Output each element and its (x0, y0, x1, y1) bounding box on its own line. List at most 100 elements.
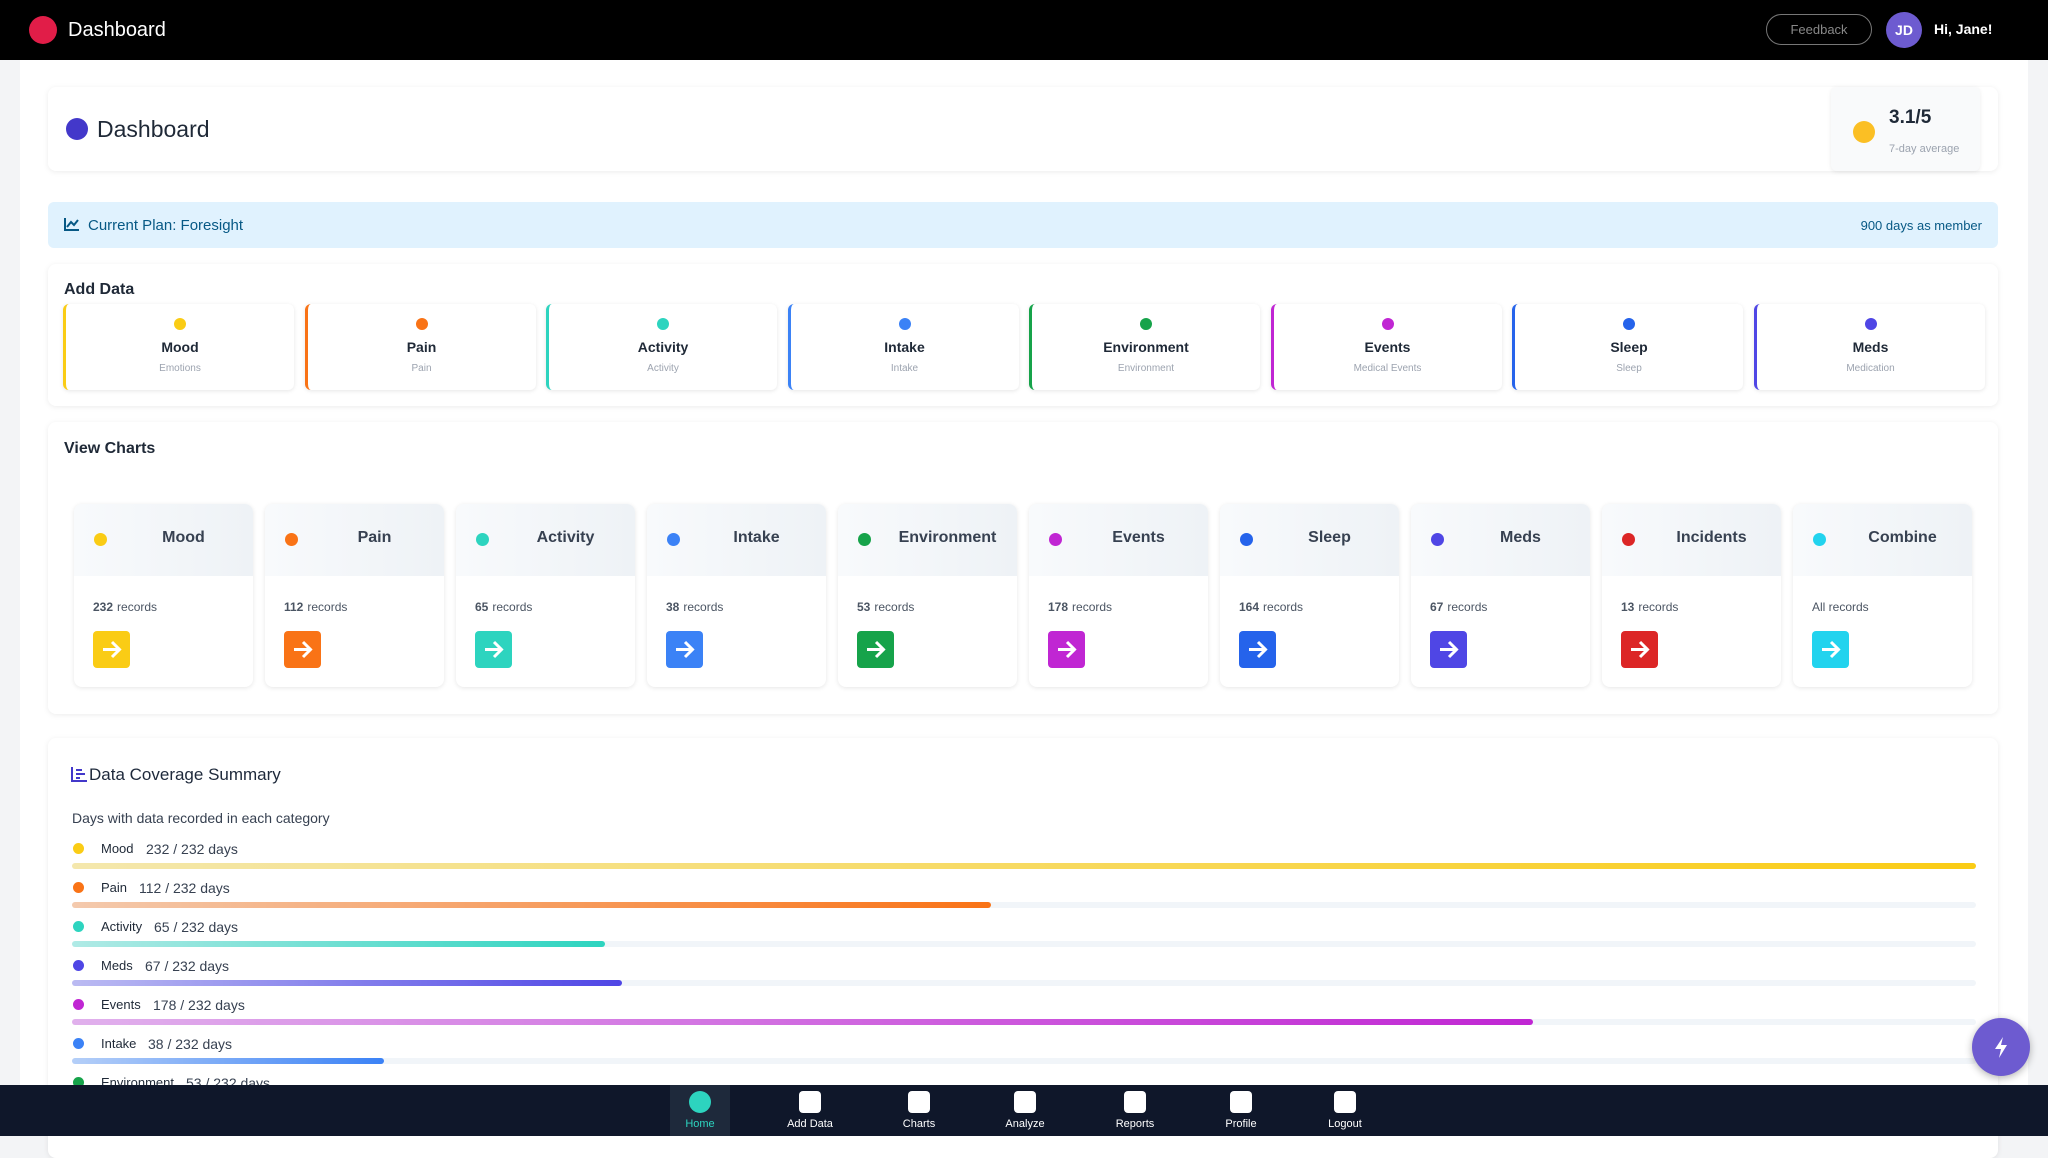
nav-item[interactable]: Profile (1211, 1085, 1271, 1136)
row-name: Intake (101, 1036, 137, 1051)
coverage-bar (72, 941, 606, 947)
quick-action-button[interactable] (1972, 1018, 2030, 1076)
chart-tile[interactable]: Intake 38 records (647, 504, 826, 687)
count: 178 (1048, 600, 1069, 614)
record-count: 53 records (857, 600, 914, 614)
tile-subtitle: Emotions (159, 363, 201, 374)
nav-item[interactable]: Logout (1315, 1085, 1375, 1136)
row-value: 38 / 232 days (148, 1036, 233, 1052)
count: 13 (1621, 600, 1635, 614)
row-icon (73, 960, 84, 971)
row-icon (73, 999, 84, 1010)
coverage-bar (72, 1019, 1533, 1025)
count-unit: records (1447, 600, 1488, 614)
chart-tile[interactable]: Incidents 13 records (1602, 504, 1781, 687)
score-box: 3.1/5 7-day average (1831, 87, 1980, 171)
nav-icon (1014, 1091, 1036, 1113)
count: 112 (284, 600, 304, 614)
coverage-subtitle: Days with data recorded in each category (72, 810, 330, 826)
bar-track (72, 1058, 1976, 1064)
nav-label: Home (685, 1118, 715, 1130)
tile-subtitle: Medical Events (1353, 363, 1422, 374)
app-title: Dashboard (68, 19, 166, 41)
tile-icon (667, 533, 680, 546)
count: 38 (666, 600, 680, 614)
tile-name: Activity (536, 529, 595, 546)
record-count: 67 records (1430, 600, 1487, 614)
page-title: Dashboard (97, 116, 210, 142)
open-chart-button[interactable] (93, 631, 130, 668)
record-count: 178 records (1048, 600, 1112, 614)
tile-header: Meds (1411, 504, 1590, 576)
row-value: 178 / 232 days (153, 997, 245, 1013)
tile-name: Environment (898, 529, 997, 546)
open-chart-button[interactable] (1048, 631, 1085, 668)
open-chart-button[interactable] (666, 631, 703, 668)
count: 232 (93, 600, 114, 614)
open-chart-button[interactable] (1430, 631, 1467, 668)
add-data-card: Add Data Mood Emotions Pain Pain Activity Act… (48, 264, 1998, 406)
chart-tile[interactable]: Sleep 164 records (1220, 504, 1399, 687)
tile-icon (1622, 533, 1635, 546)
chart-tile[interactable]: Meds 67 records (1411, 504, 1590, 687)
chart-tile[interactable]: Combine All records (1793, 504, 1972, 687)
feedback-button[interactable]: Feedback (1766, 14, 1872, 45)
tile-header: Combine (1793, 504, 1972, 576)
count-unit: records (307, 600, 348, 614)
coverage-title: Data Coverage Summary (89, 765, 281, 784)
nav-item[interactable]: Charts (889, 1085, 949, 1136)
add-tile[interactable]: Environment Environment (1029, 304, 1260, 390)
nav-icon (799, 1091, 821, 1113)
tile-icon (1049, 533, 1062, 546)
open-chart-button[interactable] (1621, 631, 1658, 668)
add-tile[interactable]: Pain Pain (304, 304, 536, 390)
add-tile[interactable]: Intake Intake (787, 304, 1019, 390)
row-value: 232 / 232 days (146, 841, 238, 857)
record-count: 13 records (1621, 600, 1678, 614)
chart-tile[interactable]: Pain 112 records (265, 504, 444, 687)
bottom-nav: Home Add Data Charts Analyze Reports Profile L… (0, 1085, 2048, 1136)
tile-icon (415, 318, 428, 330)
open-chart-button[interactable] (1239, 631, 1276, 668)
record-count: 112 records (284, 600, 347, 614)
coverage-bar (72, 863, 1976, 869)
nav-icon (908, 1091, 930, 1113)
arrow-icon (1058, 640, 1077, 659)
coverage-bar (72, 1058, 384, 1064)
nav-item[interactable]: Home (670, 1085, 730, 1136)
coverage-icon (71, 767, 87, 782)
add-tile[interactable]: Activity Activity (546, 304, 777, 390)
row-icon (73, 1038, 84, 1049)
open-chart-button[interactable] (857, 631, 894, 668)
tile-name: Pain (357, 529, 392, 546)
tile-name: Meds (1852, 339, 1889, 355)
open-chart-button[interactable] (284, 631, 321, 668)
count: 67 (1430, 600, 1444, 614)
record-count: 65 records (475, 600, 532, 614)
count: 53 (857, 600, 871, 614)
nav-item[interactable]: Analyze (995, 1085, 1055, 1136)
count: 65 (475, 600, 489, 614)
chart-tile[interactable]: Events 178 records (1029, 504, 1208, 687)
open-chart-button[interactable] (1812, 631, 1849, 668)
membership: 900 days as member (1860, 218, 1982, 233)
record-count: 164 records (1239, 600, 1303, 614)
tile-name: Pain (406, 339, 437, 355)
add-tile[interactable]: Sleep Sleep (1512, 304, 1743, 390)
chart-tile[interactable]: Activity 65 records (456, 504, 635, 687)
nav-item[interactable]: Reports (1105, 1085, 1165, 1136)
add-tile[interactable]: Meds Medication (1753, 304, 1985, 390)
count: 164 (1239, 600, 1260, 614)
avatar[interactable]: JD (1886, 12, 1922, 48)
tile-icon (94, 533, 107, 546)
tile-header: Mood (74, 504, 253, 576)
nav-item[interactable]: Add Data (780, 1085, 840, 1136)
add-tile[interactable]: Mood Emotions (63, 304, 294, 390)
nav-label: Reports (1115, 1118, 1155, 1130)
chart-tile[interactable]: Mood 232 records (74, 504, 253, 687)
chart-tile[interactable]: Environment 53 records (838, 504, 1017, 687)
tile-icon (858, 533, 871, 546)
add-tile[interactable]: Events Medical Events (1270, 304, 1502, 390)
open-chart-button[interactable] (475, 631, 512, 668)
